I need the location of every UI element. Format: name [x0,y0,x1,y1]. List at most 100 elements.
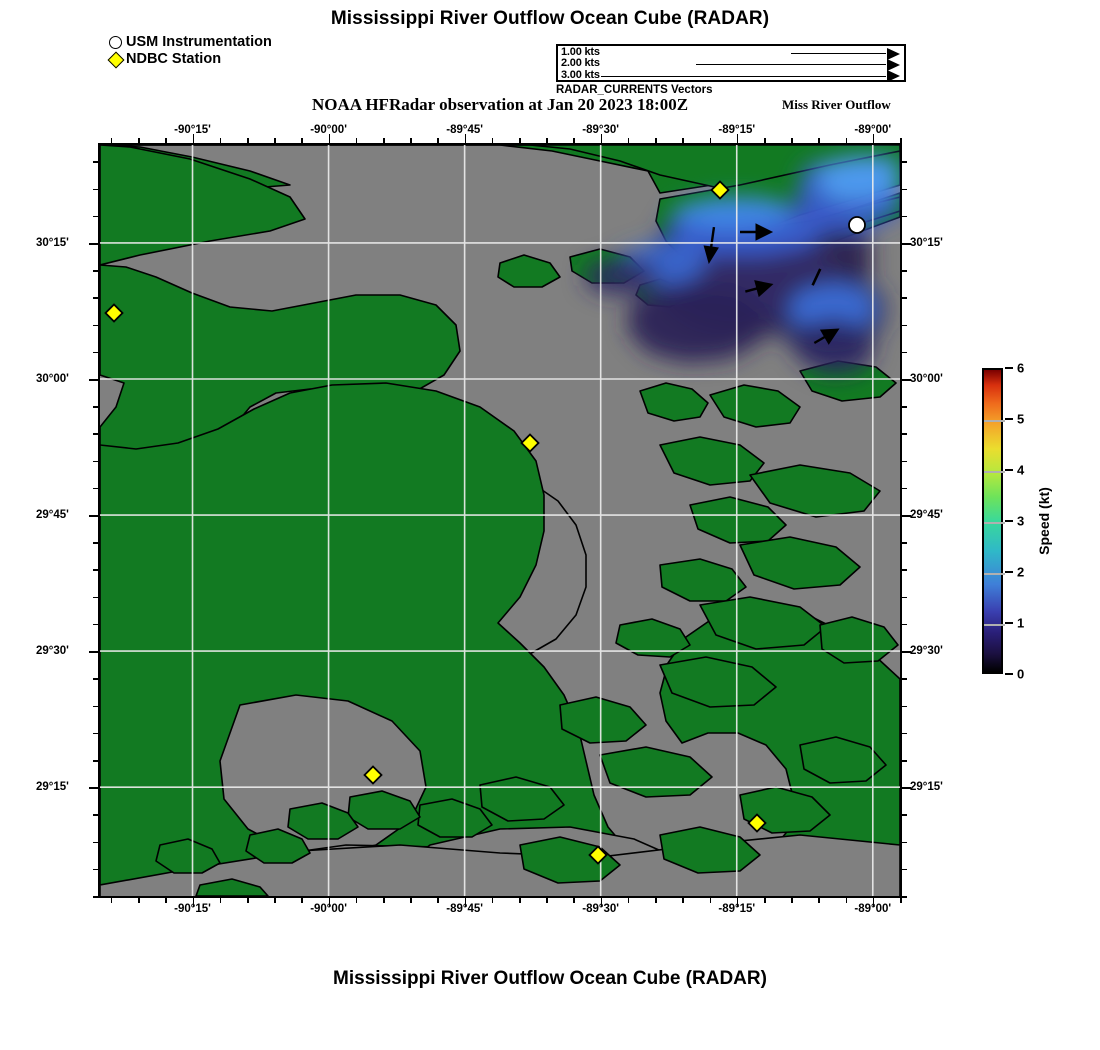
ndbc-station-marker[interactable] [747,813,767,833]
axis-tick-mark [845,138,848,143]
axis-tick-mark [491,898,494,903]
axis-tick-mark [410,898,412,903]
axis-tick-mark [328,898,331,907]
legend-item-usm: USM Instrumentation [108,34,272,51]
axis-tick-mark [93,678,98,680]
colorbar-tick-label: 3 [1017,513,1025,529]
axis-tick-mark [491,138,494,143]
vector-scale-legend: 1.00 kts 2.00 kts 3.00 kts [556,44,906,83]
x-axis-tick-label: -89°45' [446,124,483,136]
vector-arrowhead [887,58,900,71]
vector-legend-label-1: 1.00 kts [561,46,600,58]
axis-tick-mark [902,379,911,381]
colorbar-title: Speed (kt) [1036,487,1052,555]
bottom-title: Mississippi River Outflow Ocean Cube (RA… [333,968,767,989]
axis-tick-mark [791,138,793,143]
axis-tick-mark [89,242,98,245]
axis-tick-mark [110,138,113,143]
axis-tick-mark [464,134,467,143]
axis-tick-mark [93,814,98,816]
vector-shaft [696,64,886,66]
y-axis-tick-label: 29°45' [36,509,69,522]
y-axis-tick-label: 29°15' [36,781,69,794]
axis-tick-mark [274,138,276,143]
axis-tick-mark [382,898,385,903]
axis-tick-mark [902,406,907,408]
colorbar-tick-label: 6 [1017,360,1025,376]
x-axis-tick-label: -89°00' [854,124,892,136]
usm-instrumentation-marker[interactable] [848,216,866,234]
axis-tick-mark [902,351,907,354]
station-markers[interactable] [104,180,866,865]
axis-tick-mark [89,515,98,517]
axis-tick-mark [246,138,249,143]
axis-tick-mark [600,134,603,143]
y-axis-tick-label: 30°00' [910,373,943,385]
axis-tick-mark [709,138,712,143]
axis-tick-mark [93,351,98,354]
axis-tick-mark [682,898,684,903]
x-axis-tick-label: -89°15' [718,903,756,915]
map-graphics [100,145,900,896]
y-axis-tick-label: 29°30' [36,645,69,658]
axis-tick-mark [93,759,98,762]
axis-tick-mark [902,487,907,490]
axis-tick-mark [93,324,98,327]
x-axis-ticks-bottom [98,898,902,907]
ndbc-station-marker[interactable] [363,765,383,785]
axis-tick-mark [192,134,195,143]
axis-tick-mark [355,898,358,903]
vector-legend-label-3: 3.00 kts [561,68,600,81]
colorbar-tick-label: 4 [1017,462,1025,478]
colorbar-tick-label: 0 [1017,666,1025,682]
axis-tick-mark [902,732,907,735]
map-canvas[interactable] [98,143,902,898]
axis-tick-mark [902,705,907,708]
axis-tick-mark [682,138,684,143]
legend-item-ndbc-label: NDBC Station [126,51,222,67]
ndbc-station-marker[interactable] [520,433,540,453]
axis-tick-mark [192,898,195,907]
axis-tick-mark [165,898,167,903]
ndbc-station-marker[interactable] [104,303,124,323]
axis-tick-mark [437,898,439,903]
ndbc-station-marker[interactable] [588,845,608,865]
x-axis-tick-label: -89°15' [718,124,756,136]
axis-tick-mark [93,487,98,490]
axis-tick-mark [93,732,98,735]
x-axis-tick-label: -89°30' [582,124,620,136]
axis-tick-mark [93,188,98,191]
axis-tick-mark [93,705,98,708]
axis-tick-mark [93,596,98,599]
x-axis-ticks-top [98,134,902,143]
y-axis-ticks-right [902,143,911,898]
axis-tick-mark [600,898,603,907]
axis-tick-mark [709,898,712,903]
axis-tick-mark [93,542,98,544]
colorbar-tick-label: 1 [1017,615,1025,631]
axis-tick-mark [93,297,98,299]
vector-shaft [601,75,886,77]
axis-tick-mark [763,898,766,903]
current-arrow [813,328,840,345]
axis-tick-mark [902,161,907,163]
diamond-marker-icon [107,51,124,68]
axis-tick-mark [165,138,167,143]
axis-tick-mark [763,138,766,143]
axis-tick-mark [219,138,222,143]
vector-legend-label-2: 2.00 kts [561,57,600,70]
axis-tick-mark [93,623,98,626]
axis-tick-mark [902,896,907,898]
axis-tick-mark [110,898,113,903]
y-axis-tick-label: 29°15' [910,781,943,794]
axis-tick-mark [902,814,907,816]
current-arrow [811,268,822,286]
vector-legend-row: 2.00 kts [558,57,904,71]
circle-marker-icon [108,36,123,49]
axis-tick-mark [93,215,98,218]
map-gridlines [100,145,900,896]
ndbc-station-marker[interactable] [710,180,730,200]
axis-tick-mark [382,138,385,143]
axis-tick-mark [902,515,911,517]
page-title: Mississippi River Outflow Ocean Cube (RA… [330,8,770,29]
